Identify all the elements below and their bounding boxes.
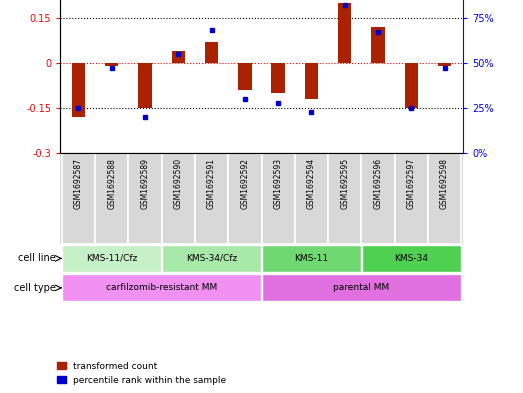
Text: GSM1692593: GSM1692593 [274,158,282,209]
FancyBboxPatch shape [62,245,161,272]
FancyBboxPatch shape [262,245,361,272]
Text: cell type: cell type [14,283,56,293]
FancyBboxPatch shape [162,245,261,272]
Text: KMS-34/Cfz: KMS-34/Cfz [186,254,237,263]
Bar [371,27,384,63]
Text: GSM1692597: GSM1692597 [407,158,416,209]
Text: GSM1692591: GSM1692591 [207,158,216,209]
Text: GSM1692594: GSM1692594 [307,158,316,209]
FancyBboxPatch shape [428,153,461,244]
FancyBboxPatch shape [228,153,262,244]
Text: cell line: cell line [18,253,56,263]
Text: parental MM: parental MM [333,283,390,292]
FancyBboxPatch shape [362,245,461,272]
FancyBboxPatch shape [62,274,261,301]
Text: GSM1692598: GSM1692598 [440,158,449,209]
FancyBboxPatch shape [95,153,128,244]
Text: GSM1692590: GSM1692590 [174,158,183,209]
FancyBboxPatch shape [162,153,195,244]
Text: GSM1692596: GSM1692596 [373,158,382,209]
FancyBboxPatch shape [395,153,428,244]
FancyBboxPatch shape [195,153,228,244]
Text: GSM1692595: GSM1692595 [340,158,349,209]
Bar [438,63,451,66]
FancyBboxPatch shape [262,274,461,301]
Text: KMS-34: KMS-34 [394,254,428,263]
Bar [205,42,218,63]
Text: GSM1692587: GSM1692587 [74,158,83,209]
Bar [405,63,418,108]
FancyBboxPatch shape [328,153,361,244]
Text: KMS-11/Cfz: KMS-11/Cfz [86,254,138,263]
Bar [139,63,152,108]
FancyBboxPatch shape [361,153,395,244]
FancyBboxPatch shape [295,153,328,244]
Text: KMS-11: KMS-11 [294,254,328,263]
Bar [271,63,285,93]
FancyBboxPatch shape [262,153,295,244]
Bar [238,63,252,90]
Text: GSM1692588: GSM1692588 [107,158,116,209]
Text: GSM1692592: GSM1692592 [241,158,249,209]
Bar [172,51,185,63]
Text: carfilzomib-resistant MM: carfilzomib-resistant MM [106,283,217,292]
Bar [72,63,85,117]
FancyBboxPatch shape [128,153,162,244]
FancyBboxPatch shape [62,153,95,244]
Text: GSM1692589: GSM1692589 [141,158,150,209]
Bar [305,63,318,99]
Bar [338,3,351,63]
Bar [105,63,118,66]
Legend: transformed count, percentile rank within the sample: transformed count, percentile rank withi… [57,362,226,385]
